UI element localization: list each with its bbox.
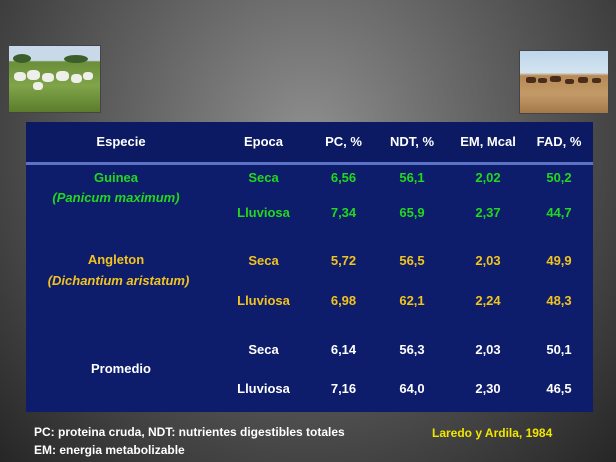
em-cell: 2,02: [475, 170, 501, 185]
header-ndt: NDT, %: [389, 134, 435, 149]
fad-cell: 50,2: [546, 170, 572, 185]
species-name: Promedio: [91, 361, 151, 376]
header-pc: PC, %: [325, 134, 362, 149]
pc-cell: 7,16: [330, 381, 357, 396]
fad-cell: 49,9: [546, 253, 572, 268]
header-epoca: Epoca: [243, 134, 283, 149]
em-cell: 2,24: [475, 293, 501, 308]
table-header: Especie Epoca PC, % NDT, % EM, Mcal FAD,…: [26, 122, 593, 162]
species-scientific-name: (Dichantium aristatum): [47, 273, 190, 288]
epoca-cell: Lluviosa: [237, 293, 290, 308]
ndt-cell: 56,5: [399, 253, 425, 268]
fad-cell: 50,1: [546, 342, 572, 357]
pc-cell: 6,98: [330, 293, 357, 308]
footnote-line-2: EM: energia metabolizable: [34, 443, 185, 457]
fad-cell: 44,7: [546, 205, 572, 220]
em-cell: 2,37: [475, 205, 501, 220]
pc-cell: 7,34: [330, 205, 357, 220]
header-fad: FAD, %: [536, 134, 582, 149]
pc-cell: 6,14: [330, 342, 357, 357]
ndt-cell: 65,9: [399, 205, 425, 220]
pc-cell: 5,72: [330, 253, 357, 268]
pc-cell: 6,56: [330, 170, 357, 185]
ndt-cell: 64,0: [399, 381, 425, 396]
ndt-cell: 62,1: [399, 293, 425, 308]
species-name: Guinea: [93, 170, 139, 185]
ndt-cell: 56,1: [399, 170, 425, 185]
footnote-line-1: PC: proteina cruda, NDT: nutrientes dige…: [34, 425, 345, 439]
fad-cell: 46,5: [546, 381, 572, 396]
species-scientific-name: (Panicum maximum): [52, 190, 180, 205]
ndt-cell: 56,3: [399, 342, 425, 357]
epoca-cell: Seca: [248, 170, 279, 185]
species-name: Angleton: [87, 252, 145, 267]
nutrition-table: Especie Epoca PC, % NDT, % EM, Mcal FAD,…: [26, 122, 593, 412]
epoca-cell: Seca: [248, 342, 279, 357]
em-cell: 2,30: [475, 381, 501, 396]
epoca-cell: Seca: [248, 253, 279, 268]
sheep-pasture-photo: [8, 45, 101, 113]
em-cell: 2,03: [475, 342, 501, 357]
epoca-cell: Lluviosa: [237, 205, 290, 220]
em-cell: 2,03: [475, 253, 501, 268]
header-divider: [26, 162, 593, 165]
cattle-field-photo: [519, 50, 609, 114]
source-citation: Laredo y Ardila, 1984: [432, 426, 553, 440]
epoca-cell: Lluviosa: [237, 381, 290, 396]
header-especie: Especie: [96, 134, 146, 149]
fad-cell: 48,3: [546, 293, 572, 308]
header-em: EM, Mcal: [460, 134, 516, 149]
